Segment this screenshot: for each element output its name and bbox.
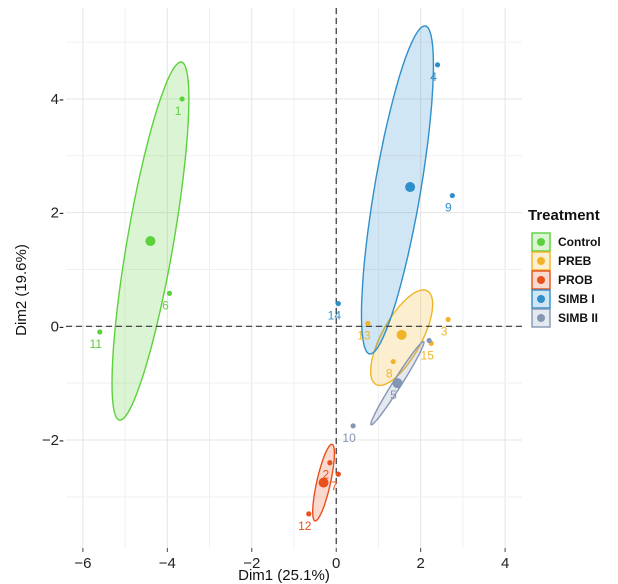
ellipse-simb-i bbox=[360, 25, 435, 355]
y-tick-label: 0- bbox=[51, 318, 64, 335]
point-control bbox=[97, 329, 103, 335]
point-label: 7 bbox=[331, 479, 338, 493]
reference-lines bbox=[66, 8, 522, 548]
legend-label-prob: PROB bbox=[558, 273, 593, 287]
legend-dot-control bbox=[537, 238, 545, 246]
legend-label-simb-ii: SIMB II bbox=[558, 311, 598, 325]
x-tick-label: 0 bbox=[332, 555, 340, 572]
point-preb bbox=[445, 316, 451, 323]
legend: Treatment Control PREB PROB SIMB I SIMB II bbox=[528, 207, 601, 328]
point-label: 3 bbox=[441, 324, 448, 338]
point-simb-i bbox=[335, 300, 341, 307]
point-label: 12 bbox=[298, 519, 312, 533]
point-label: 10 bbox=[342, 431, 356, 445]
centroid-control bbox=[145, 236, 156, 247]
point-label: 8 bbox=[386, 367, 393, 381]
x-tick-label: 2 bbox=[416, 555, 424, 572]
axes: −6 −4 −2 0 2 4 4- 2- 0- −2- bbox=[42, 91, 509, 572]
point-simb-i bbox=[434, 62, 441, 68]
point-label: 5 bbox=[390, 388, 397, 402]
x-tick-label: −6 bbox=[74, 555, 91, 572]
point-label: 11 bbox=[90, 337, 103, 351]
x-tick-label: −4 bbox=[159, 555, 176, 572]
x-tick-label: 4 bbox=[501, 555, 509, 572]
point-label: 6 bbox=[162, 298, 169, 312]
y-axis-title: Dim2 (19.6%) bbox=[13, 244, 30, 336]
centroid-simb-i bbox=[405, 182, 416, 193]
point-simb-ii bbox=[350, 423, 356, 429]
point-preb bbox=[390, 358, 396, 365]
point-label: 2 bbox=[323, 468, 330, 482]
centroid-prob bbox=[318, 477, 329, 488]
point-label: 1 bbox=[175, 104, 182, 118]
grid-lines bbox=[66, 8, 522, 548]
point-prob bbox=[327, 460, 333, 466]
x-tick-label: −2 bbox=[243, 555, 260, 572]
y-tick-label: −2- bbox=[42, 432, 64, 449]
y-tick-label: 4- bbox=[51, 91, 64, 108]
legend-dot-simb-i bbox=[537, 295, 545, 303]
point-control bbox=[166, 290, 173, 296]
legend-dot-prob bbox=[537, 276, 545, 284]
confidence-ellipses bbox=[111, 25, 435, 522]
point-prob bbox=[306, 511, 312, 517]
point-preb bbox=[365, 320, 371, 327]
x-axis-title: Dim1 (25.1%) bbox=[238, 567, 330, 584]
y-tick-label: 2- bbox=[51, 205, 64, 222]
point-label: 4 bbox=[430, 70, 437, 84]
legend-dot-preb bbox=[537, 257, 545, 265]
legend-dot-simb-ii bbox=[537, 314, 545, 322]
point-label: 15 bbox=[421, 348, 435, 362]
point-simb-i bbox=[449, 192, 455, 199]
point-simb-ii bbox=[394, 380, 401, 386]
point-label: 13 bbox=[357, 328, 371, 342]
point-simb-ii bbox=[426, 337, 432, 344]
legend-label-preb: PREB bbox=[558, 254, 592, 268]
legend-label-simb-i: SIMB I bbox=[558, 292, 595, 306]
centroid-preb bbox=[396, 329, 407, 340]
point-control bbox=[179, 96, 185, 102]
point-prob bbox=[335, 471, 341, 477]
legend-label-control: Control bbox=[558, 235, 601, 249]
point-label: 9 bbox=[445, 201, 452, 215]
legend-title: Treatment bbox=[528, 207, 600, 224]
data-points: 1 6 11 3 13 15 8 27 12 4 9 14 10 5 bbox=[90, 62, 455, 533]
point-label: 14 bbox=[328, 309, 342, 323]
